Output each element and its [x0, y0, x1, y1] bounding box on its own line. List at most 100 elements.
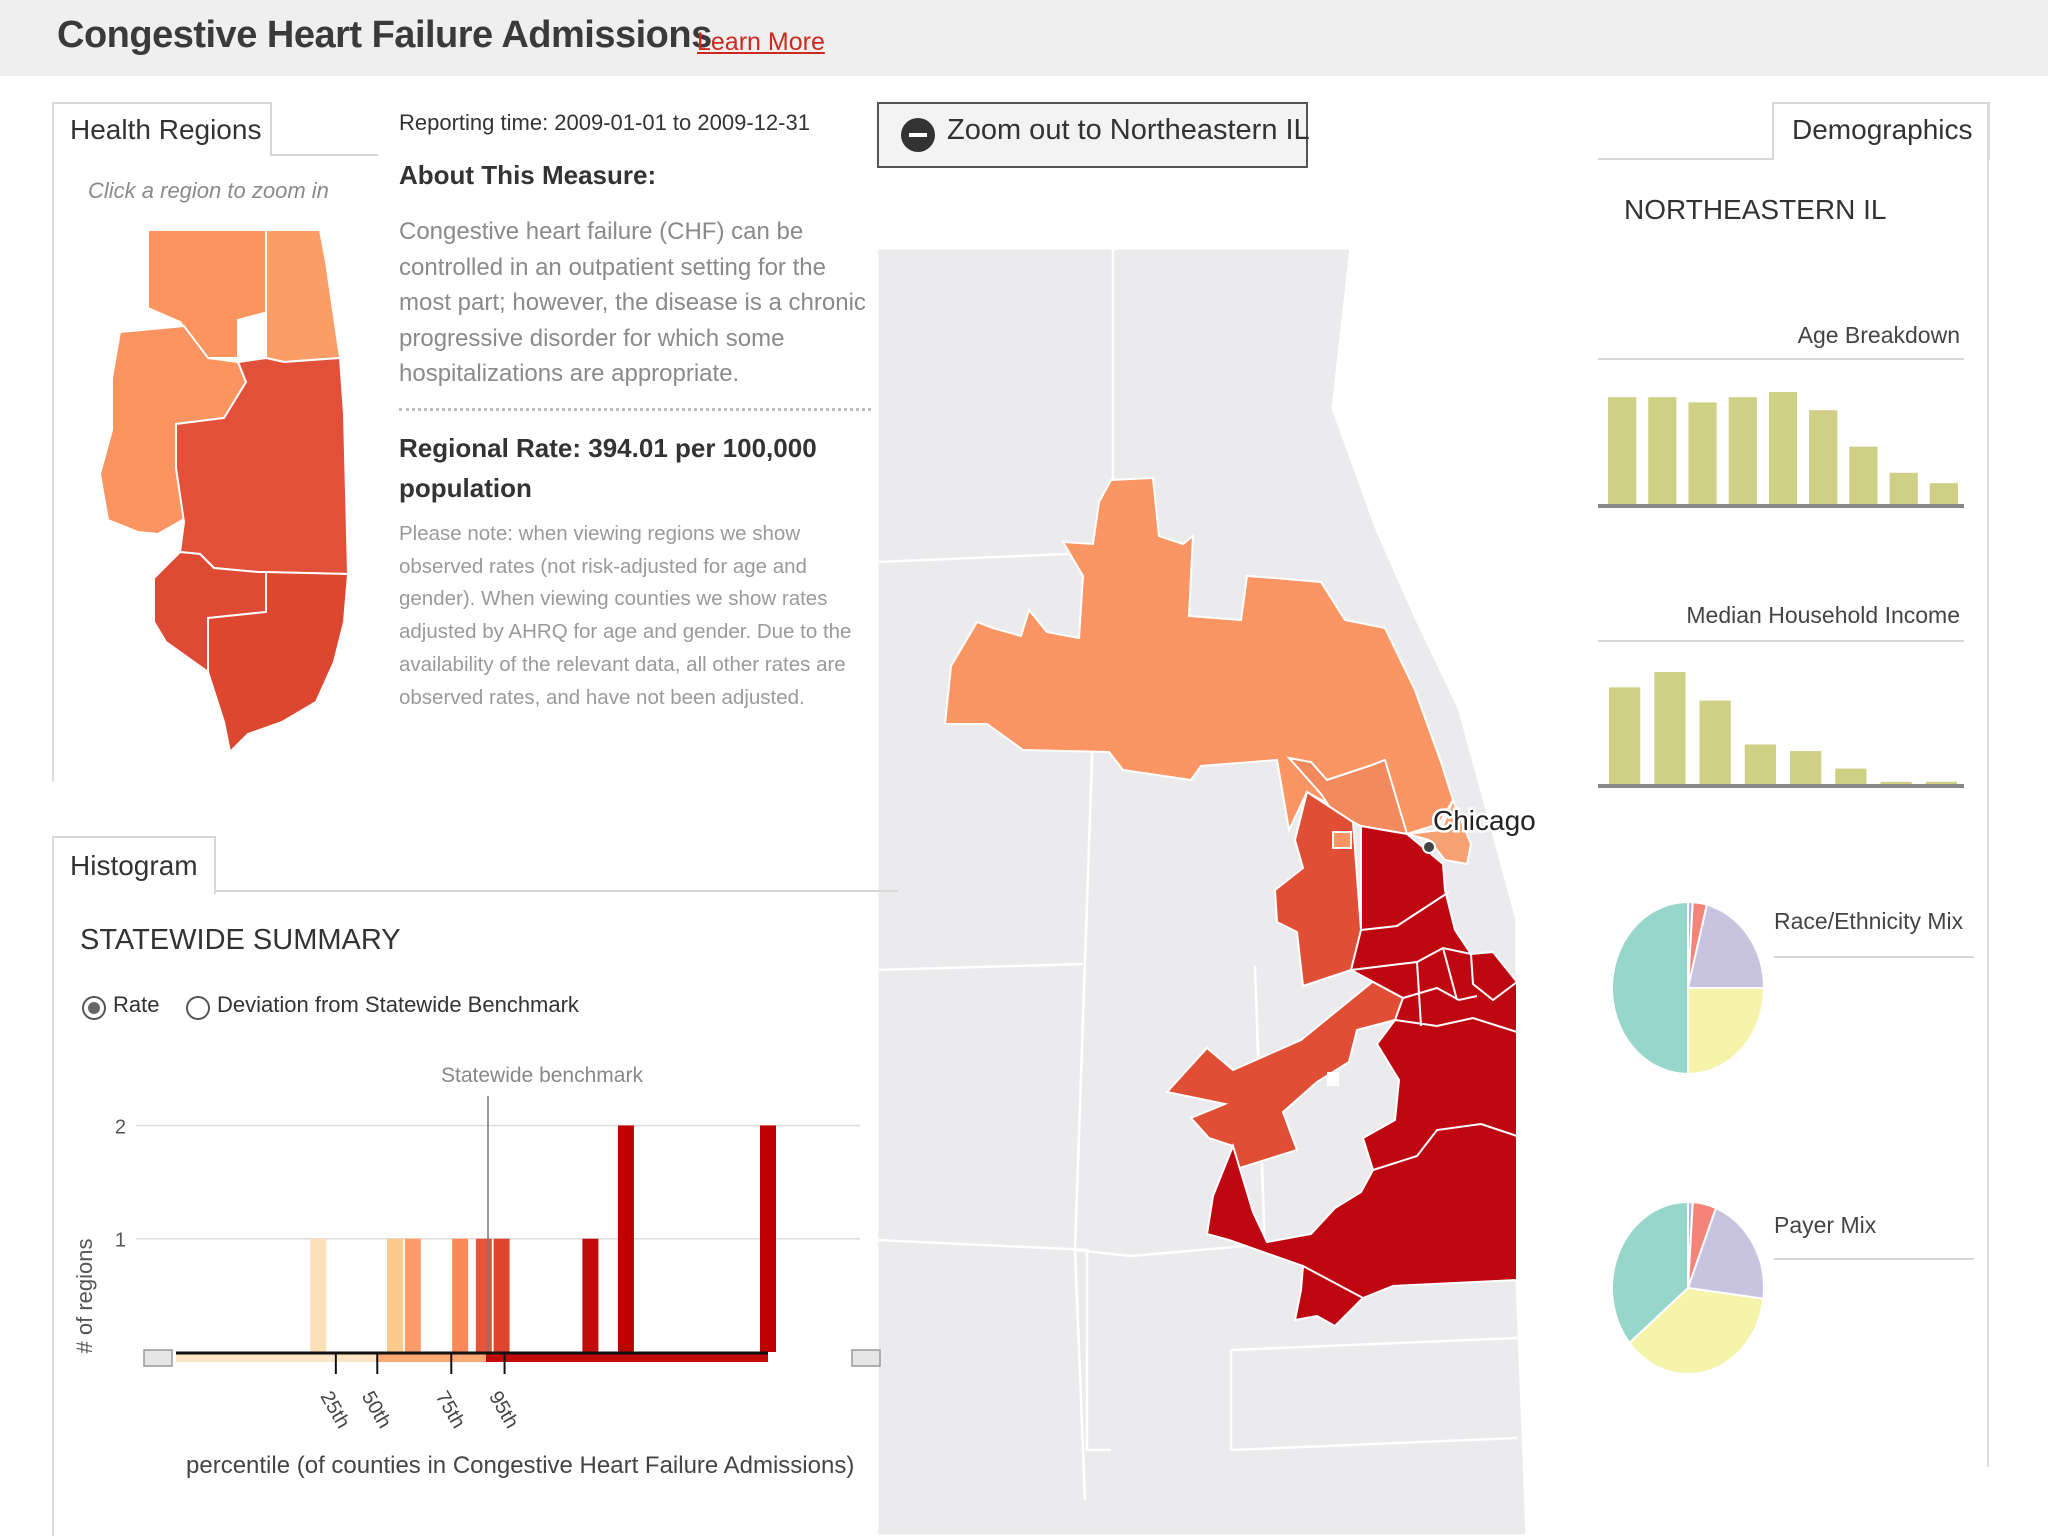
- payer-mix-label: Payer Mix: [1774, 1212, 1877, 1238]
- tab-health-regions[interactable]: Health Regions: [52, 102, 272, 156]
- radio-deviation-label: Deviation from Statewide Benchmark: [217, 992, 579, 1017]
- divider: [1598, 358, 1964, 360]
- panel-border: [52, 836, 54, 1536]
- demographics-region-name: NORTHEASTERN IL: [1624, 194, 1887, 225]
- region-north-inner[interactable]: [1286, 756, 1409, 836]
- tab-underline: [1598, 158, 1772, 160]
- benchmark-label: Statewide benchmark: [441, 1064, 643, 1087]
- radio-rate[interactable]: [82, 996, 106, 1020]
- region-north-suburbs[interactable]: [943, 476, 1455, 836]
- regional-choropleth-map[interactable]: Chicago: [877, 240, 1537, 1536]
- header-bar: [0, 0, 2048, 76]
- y-axis-title: # of regions: [72, 1239, 97, 1354]
- range-track-mid: [376, 1352, 486, 1362]
- zoom-out-button[interactable]: Zoom out to Northeastern IL: [877, 102, 1310, 168]
- x-axis-label: percentile (of counties in Congestive He…: [186, 1452, 855, 1479]
- pie-slice: [1686, 903, 1766, 989]
- x-tick-label: 95th: [484, 1388, 523, 1433]
- divider: [1598, 640, 1964, 642]
- demographic-bar: [1849, 446, 1878, 504]
- radio-rate-label: Rate: [113, 992, 160, 1017]
- page-title: Congestive Heart Failure Admissions: [57, 14, 712, 56]
- tab-label: Demographics: [1792, 114, 1973, 145]
- histogram-chart: 12 percentile (of counties in Congestive…: [72, 1064, 881, 1432]
- demographic-bar: [1835, 768, 1867, 784]
- histogram-bar[interactable]: [452, 1238, 469, 1352]
- demographic-bar: [1728, 397, 1757, 504]
- demographic-bar: [1889, 472, 1918, 504]
- region-chicago-south-tail[interactable]: [1293, 1264, 1365, 1328]
- chicago-marker-icon: [1422, 840, 1436, 854]
- demographic-bar: [1790, 751, 1822, 784]
- tab-underline: [270, 154, 378, 156]
- percentile-ticks: 25th 50th 75th 95th: [316, 1353, 523, 1432]
- payer-mix-pie: [1611, 1200, 1765, 1375]
- demographic-bar: [1925, 781, 1957, 784]
- income-label: Median Household Income: [1686, 602, 1960, 628]
- learn-more-link[interactable]: Learn More: [697, 28, 825, 56]
- tab-histogram[interactable]: Histogram: [52, 836, 216, 894]
- age-breakdown-label: Age Breakdown: [1797, 322, 1960, 348]
- range-handle-right[interactable]: [851, 1349, 881, 1367]
- demographic-bar: [1654, 672, 1686, 784]
- range-handle-left[interactable]: [143, 1349, 173, 1367]
- pie-slice: [1686, 1206, 1765, 1300]
- pie-slice: [1628, 1286, 1765, 1375]
- minus-circle-icon: [901, 118, 935, 152]
- histogram-bar[interactable]: [475, 1238, 492, 1352]
- radio-deviation[interactable]: [186, 996, 210, 1020]
- demographic-bar: [1609, 687, 1641, 784]
- tab-label: Histogram: [70, 850, 198, 881]
- y-tick-label: 1: [115, 1230, 126, 1252]
- tab-underline: [214, 890, 898, 892]
- histogram-bars: [310, 1125, 776, 1352]
- demographic-bar: [1768, 392, 1798, 504]
- histogram-bar[interactable]: [760, 1125, 776, 1352]
- x-tick-label: 25th: [316, 1388, 355, 1433]
- histogram-bar[interactable]: [404, 1238, 421, 1352]
- histogram-bar[interactable]: [310, 1238, 327, 1352]
- histogram-bar[interactable]: [387, 1238, 404, 1352]
- race-ethnicity-label: Race/Ethnicity Mix: [1774, 908, 1964, 934]
- demographic-bar: [1744, 744, 1776, 784]
- demographic-bar: [1929, 483, 1958, 504]
- age-breakdown-chart: [1598, 392, 1964, 508]
- tab-label: Health Regions: [70, 114, 262, 145]
- rate-note: Please note: when viewing regions we sho…: [399, 522, 852, 709]
- demographic-bar: [1699, 700, 1731, 784]
- region-hint: Click a region to zoom in: [88, 178, 329, 203]
- demographic-bar: [1809, 410, 1838, 504]
- histogram-gridlines: 12: [115, 1116, 860, 1252]
- map-small-region[interactable]: [1332, 831, 1352, 849]
- income-chart: [1598, 672, 1964, 788]
- histogram-bar[interactable]: [493, 1238, 510, 1352]
- demographic-bar: [1880, 781, 1912, 784]
- pie-slice: [1687, 987, 1766, 1076]
- zoom-out-label: Zoom out to Northeastern IL: [947, 114, 1310, 146]
- map-small-region-2[interactable]: [1327, 1072, 1339, 1086]
- x-tick-label: 75th: [431, 1388, 470, 1433]
- histogram-bar[interactable]: [582, 1238, 599, 1352]
- pie-slice: [1611, 900, 1689, 1076]
- about-description: Congestive heart failure (CHF) can be co…: [399, 218, 866, 387]
- region-north-east[interactable]: [265, 229, 342, 364]
- tab-demographics[interactable]: Demographics: [1772, 102, 1990, 160]
- pie-slice: [1611, 1200, 1689, 1345]
- divider: [1774, 1258, 1974, 1260]
- divider: [1774, 956, 1974, 958]
- range-track-high: [486, 1352, 768, 1362]
- demographic-bar: [1608, 397, 1637, 504]
- region-south-east[interactable]: [207, 570, 350, 752]
- region-inner-lines: [1350, 891, 1518, 1171]
- demographic-bar: [1688, 402, 1717, 504]
- reporting-time: Reporting time: 2009-01-01 to 2009-12-31: [399, 110, 810, 135]
- illinois-region-map[interactable]: [80, 222, 360, 752]
- summary-heading: STATEWIDE SUMMARY: [80, 924, 401, 956]
- divider: [399, 408, 871, 411]
- regional-rate: Regional Rate: 394.01 per 100,000 popula…: [399, 433, 817, 503]
- chicago-label: Chicago: [1433, 805, 1536, 836]
- y-tick-label: 2: [115, 1116, 126, 1138]
- map-marker-chicago: [1469, 950, 1519, 1002]
- histogram-bar[interactable]: [617, 1125, 634, 1352]
- panel-border: [1987, 102, 1989, 1467]
